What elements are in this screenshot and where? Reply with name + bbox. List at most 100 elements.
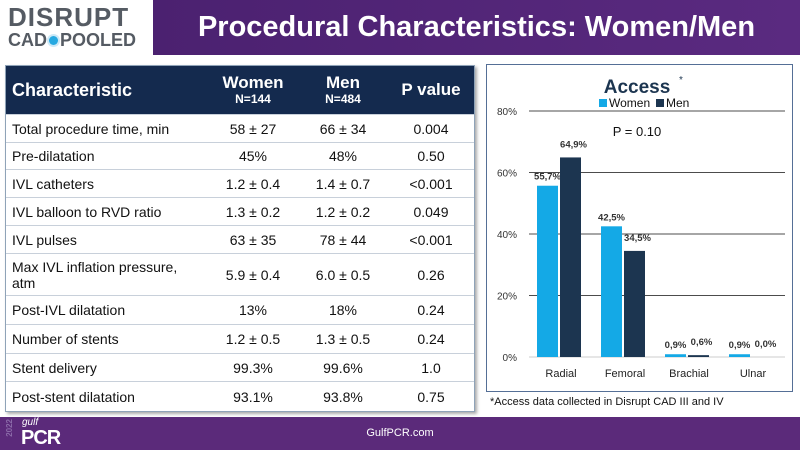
bar-men-brachial [688,355,709,357]
y-tick-label: 60% [497,169,517,180]
chart-title-mark: * [679,75,683,86]
cell-men: 99.6% [323,359,363,376]
gulfpcr-logo: PCR [21,427,61,449]
footer-gulf: gulf [22,417,39,428]
logo-dot [49,35,58,45]
cell-women: 5.9 ± 0.4 [225,266,281,283]
access-chart: Access * Women Men 0% 20% 40% 60% 80% P = 0.10 55,… [497,75,785,380]
data-label: 55,7% [534,172,561,183]
table-row: Max IVL inflation pressure, atm 5.9 ± 0.4… [6,253,474,295]
data-label: 34,5% [624,233,651,244]
footnote: *Access data collected in Disrupt CAD II… [490,396,724,408]
cell-p-value: 0.26 [417,266,445,283]
cell-women: 45% [238,148,268,164]
x-tick-label: Femoral [605,368,645,380]
cell-women: 1.2 ± 0.4 [225,175,281,192]
header-p: P value [401,80,461,99]
logo-cad: CAD [8,30,47,50]
cell-p-value: <0.001 [409,175,453,192]
chart-title: Access [604,77,671,98]
header-men: Men [326,73,360,92]
access-chart-panel: Access * Women Men 0% 20% 40% 60% 80% P = 0.10 55,… [486,64,793,392]
cell-men: 6.0 ± 0.5 [315,266,371,283]
header-women-n: N=144 [235,92,271,106]
cell-characteristic: IVL pulses [12,231,77,248]
logo-line1: DISRUPT [8,2,130,32]
cell-women: 99.3% [233,359,273,376]
cell-women: 93.1% [233,388,273,405]
cell-men: 1.3 ± 0.5 [315,331,371,347]
y-tick-label: 20% [497,292,517,303]
data-label: 64,9% [560,139,587,150]
header-men-n: N=484 [325,92,361,106]
cell-p-value: 0.50 [417,148,445,164]
cell-characteristic: Post-stent dilatation [12,388,135,405]
characteristics-table: Characteristic Women N=144 Men N=484 P val… [5,65,475,412]
legend-swatch-men [656,99,664,107]
legend-label-women: Women [609,96,650,110]
table-header: Characteristic Women N=144 Men N=484 P val… [6,66,474,114]
bar-women-femoral [601,226,622,357]
table-row: Number of stents 1.2 ± 0.5 1.3 ± 0.5 0.24 [6,324,474,353]
x-tick-label: Brachial [669,368,709,380]
cell-men: 1.4 ± 0.7 [315,175,371,192]
legend-swatch-women [599,99,607,107]
x-tick-label: Radial [545,368,576,380]
table-row: Stent delivery 99.3% 99.6% 1.0 [6,353,474,381]
cell-p-value: 0.004 [413,120,449,137]
cell-p-value: 1.0 [421,359,441,376]
bar-men-radial [560,157,581,357]
cell-p-value: <0.001 [409,231,453,248]
cell-women: 1.3 ± 0.2 [225,203,281,220]
legend-label-men: Men [666,96,689,110]
cell-women: 58 ± 27 [229,120,277,137]
cell-p-value: 0.75 [417,388,445,405]
table-row: Pre-dilatation 45% 48% 0.50 [6,142,474,169]
cell-characteristic: IVL catheters [12,175,94,192]
cell-characteristic: Post-IVL dilatation [12,302,126,318]
footer-url[interactable]: GulfPCR.com [366,427,434,439]
bar-women-ulnar [729,354,750,357]
data-label: 0,6% [691,337,713,348]
cell-characteristic: IVL balloon to RVD ratio [12,203,162,220]
cell-men: 78 ± 44 [319,231,367,248]
p-value-annotation: P = 0.10 [613,124,662,139]
table-row: Post-stent dilatation 93.1% 93.8% 0.75 [6,381,474,411]
logo-pooled: POOLED [60,30,137,50]
table-row: Post-IVL dilatation 13% 18% 0.24 [6,295,474,324]
table-row: IVL balloon to RVD ratio 1.3 ± 0.2 1.2 ± 0… [6,197,474,225]
bar-women-brachial [665,354,686,357]
data-label: 0,9% [729,340,751,351]
cell-p-value: 0.24 [417,302,445,318]
table-row: IVL pulses 63 ± 35 78 ± 44 <0.001 [6,225,474,253]
cell-characteristic: Number of stents [12,331,119,347]
cell-men: 48% [328,148,358,164]
cell-women: 13% [238,302,268,318]
cell-women: 1.2 ± 0.5 [225,331,281,347]
cell-p-value: 0.24 [417,331,445,347]
cell-women: 63 ± 35 [229,231,277,248]
slide-title: Procedural Characteristics: Women/Men [153,0,800,55]
y-tick-label: 80% [497,107,517,118]
x-tick-label: Ulnar [740,368,767,380]
cell-characteristic: Stent delivery [12,359,97,376]
y-tick-label: 0% [503,353,518,364]
cell-men: 93.8% [323,388,363,405]
bar-women-radial [537,185,558,357]
cell-characteristic: Total procedure time, min [12,120,170,137]
y-tick-label: 40% [497,230,517,241]
cell-men: 66 ± 34 [319,120,367,137]
disrupt-cad-logo: DISRUPT CAD POOLED [8,4,148,52]
header-characteristic: Characteristic [12,79,133,100]
table-row: Total procedure time, min 58 ± 27 66 ± 34 0… [6,114,474,142]
data-label: 42,5% [598,212,625,223]
cell-characteristic: Max IVL inflation pressure, atm [12,258,178,291]
cell-p-value: 0.049 [413,203,449,220]
cell-men: 1.2 ± 0.2 [315,203,371,220]
table-row: IVL catheters 1.2 ± 0.4 1.4 ± 0.7 <0.001 [6,169,474,197]
cell-men: 18% [328,302,358,318]
footer: 2022 gulf PCR GulfPCR.com [0,417,800,450]
bar-men-femoral [624,250,645,357]
header-women: Women [222,73,284,92]
data-label: 0,9% [665,340,687,351]
